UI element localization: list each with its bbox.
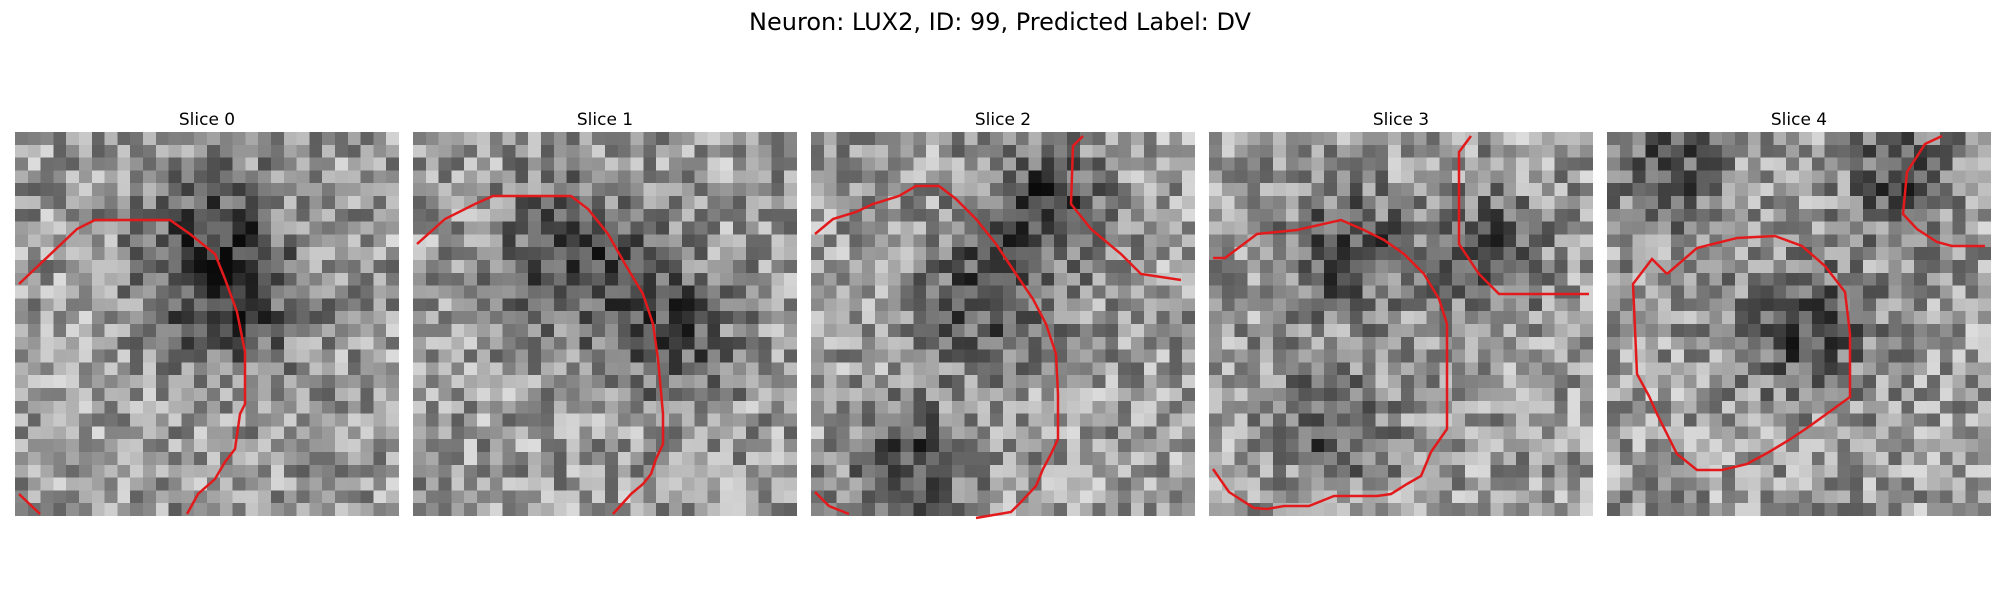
slice-image <box>811 132 1195 516</box>
slice-panel-4: Slice 4 <box>1607 108 1991 516</box>
slice-panel-0: Slice 0 <box>15 108 399 516</box>
slice-image <box>1607 132 1991 516</box>
slice-title: Slice 1 <box>576 110 634 130</box>
contour-overlay <box>18 218 247 515</box>
roi-contour <box>814 184 1060 520</box>
slice-panel-3: Slice 3 <box>1209 108 1593 516</box>
slice-title: Slice 4 <box>1770 110 1828 130</box>
slice-image <box>413 132 797 516</box>
slice-panel-1: Slice 1 <box>413 108 797 516</box>
slice-image <box>1209 132 1593 516</box>
roi-contour <box>18 218 247 515</box>
contour-overlay <box>416 194 665 515</box>
roi-contour <box>1631 234 1852 472</box>
roi-contour <box>1069 135 1182 282</box>
slice-title: Slice 2 <box>974 110 1032 130</box>
roi-contour <box>814 491 850 516</box>
slice-title: Slice 3 <box>1372 110 1430 130</box>
contour-overlay <box>1631 134 1985 472</box>
figure-title: Neuron: LUX2, ID: 99, Predicted Label: D… <box>749 8 1251 36</box>
slice-title: Slice 0 <box>178 110 236 130</box>
slice-image <box>15 132 399 516</box>
roi-contour <box>1457 135 1589 296</box>
contour-overlay <box>1211 135 1589 511</box>
roi-contour <box>1901 134 1985 248</box>
roi-contour <box>1211 218 1449 511</box>
roi-contour <box>18 493 41 515</box>
contour-overlay <box>814 135 1182 520</box>
slice-panel-2: Slice 2 <box>811 108 1195 520</box>
roi-contour <box>416 194 665 515</box>
